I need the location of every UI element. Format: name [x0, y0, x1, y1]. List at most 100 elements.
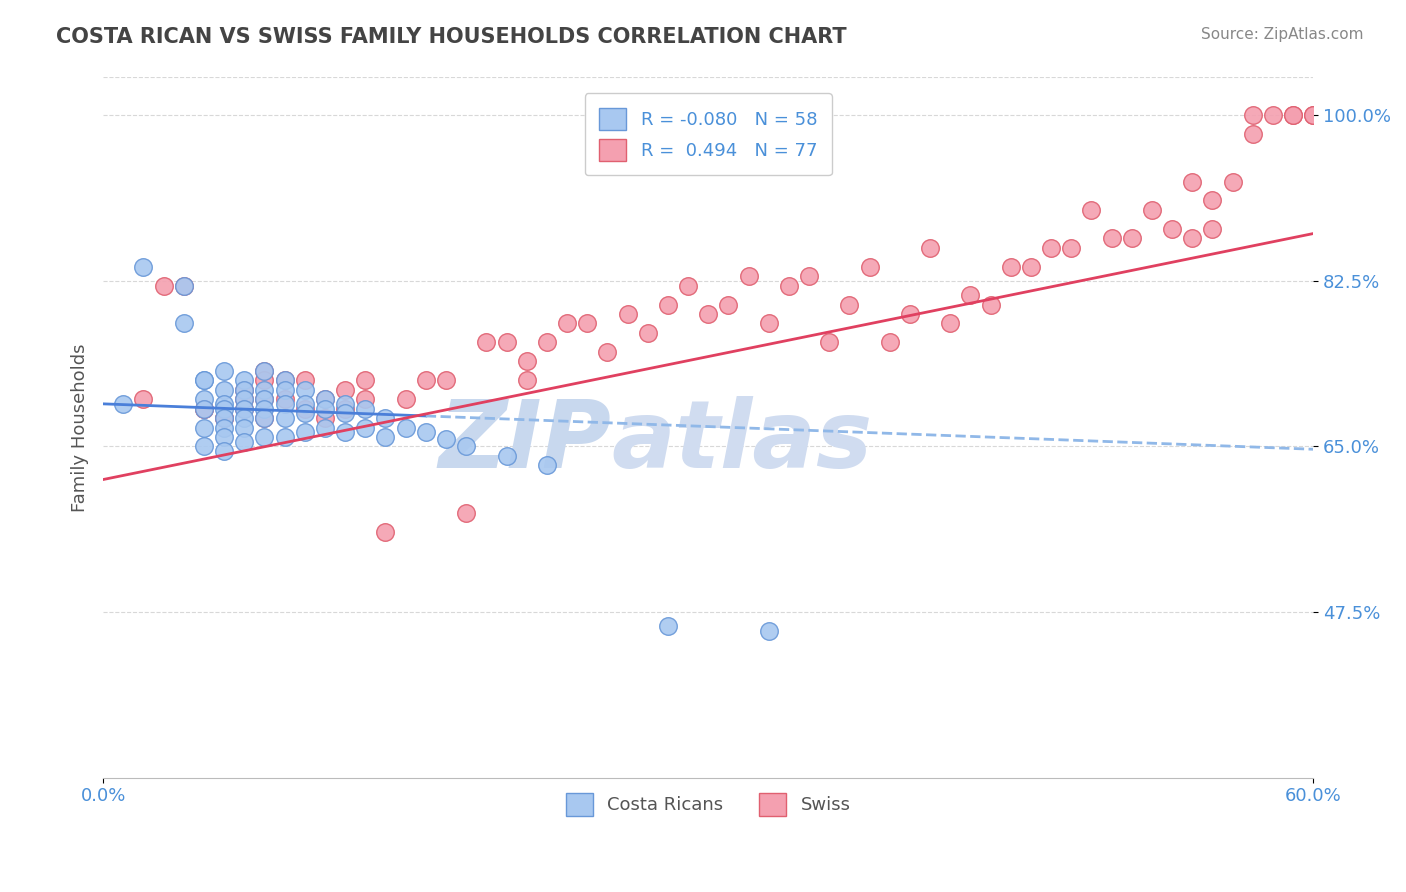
- Point: [676, 278, 699, 293]
- Text: COSTA RICAN VS SWISS FAMILY HOUSEHOLDS CORRELATION CHART: COSTA RICAN VS SWISS FAMILY HOUSEHOLDS C…: [56, 27, 846, 46]
- Point: [173, 278, 195, 293]
- Point: [1282, 108, 1305, 122]
- Point: [1241, 108, 1264, 122]
- Point: [294, 383, 316, 397]
- Point: [294, 397, 316, 411]
- Point: [354, 401, 377, 416]
- Point: [616, 307, 638, 321]
- Point: [1282, 108, 1305, 122]
- Point: [233, 392, 256, 406]
- Point: [273, 373, 295, 387]
- Point: [193, 373, 215, 387]
- Point: [1121, 231, 1143, 245]
- Point: [576, 317, 599, 331]
- Point: [657, 297, 679, 311]
- Point: [395, 392, 418, 406]
- Point: [233, 411, 256, 425]
- Point: [212, 430, 235, 444]
- Point: [173, 317, 195, 331]
- Point: [434, 373, 457, 387]
- Point: [233, 392, 256, 406]
- Point: [193, 401, 215, 416]
- Point: [333, 397, 356, 411]
- Point: [314, 392, 336, 406]
- Point: [475, 335, 498, 350]
- Point: [233, 401, 256, 416]
- Point: [495, 449, 517, 463]
- Point: [495, 335, 517, 350]
- Point: [253, 392, 276, 406]
- Point: [173, 278, 195, 293]
- Point: [314, 401, 336, 416]
- Point: [516, 373, 538, 387]
- Point: [314, 392, 336, 406]
- Point: [314, 411, 336, 425]
- Point: [273, 392, 295, 406]
- Point: [456, 506, 478, 520]
- Point: [1181, 231, 1204, 245]
- Point: [374, 430, 396, 444]
- Point: [858, 260, 880, 274]
- Point: [273, 373, 295, 387]
- Point: [253, 411, 276, 425]
- Point: [253, 383, 276, 397]
- Point: [212, 397, 235, 411]
- Point: [193, 401, 215, 416]
- Point: [1060, 241, 1083, 255]
- Point: [1222, 174, 1244, 188]
- Point: [253, 364, 276, 378]
- Point: [758, 317, 780, 331]
- Point: [797, 269, 820, 284]
- Y-axis label: Family Households: Family Households: [72, 343, 89, 512]
- Point: [233, 383, 256, 397]
- Point: [294, 401, 316, 416]
- Point: [415, 373, 437, 387]
- Point: [354, 392, 377, 406]
- Text: Source: ZipAtlas.com: Source: ZipAtlas.com: [1201, 27, 1364, 42]
- Point: [778, 278, 800, 293]
- Point: [1181, 174, 1204, 188]
- Point: [657, 619, 679, 633]
- Point: [294, 425, 316, 440]
- Point: [555, 317, 578, 331]
- Point: [1302, 108, 1324, 122]
- Point: [918, 241, 941, 255]
- Point: [233, 420, 256, 434]
- Point: [233, 383, 256, 397]
- Text: ZIP: ZIP: [439, 395, 612, 488]
- Point: [1201, 222, 1223, 236]
- Point: [273, 430, 295, 444]
- Point: [536, 335, 558, 350]
- Point: [758, 624, 780, 638]
- Point: [212, 444, 235, 458]
- Point: [516, 354, 538, 368]
- Point: [253, 411, 276, 425]
- Point: [132, 260, 155, 274]
- Point: [233, 434, 256, 449]
- Point: [1302, 108, 1324, 122]
- Point: [434, 432, 457, 446]
- Point: [354, 420, 377, 434]
- Point: [333, 401, 356, 416]
- Point: [253, 364, 276, 378]
- Point: [1261, 108, 1284, 122]
- Point: [212, 364, 235, 378]
- Point: [233, 373, 256, 387]
- Point: [193, 401, 215, 416]
- Point: [212, 411, 235, 425]
- Point: [596, 344, 619, 359]
- Point: [1080, 202, 1102, 217]
- Point: [273, 411, 295, 425]
- Point: [333, 383, 356, 397]
- Point: [193, 392, 215, 406]
- Point: [1241, 127, 1264, 141]
- Legend: Costa Ricans, Swiss: Costa Ricans, Swiss: [557, 784, 860, 824]
- Point: [294, 373, 316, 387]
- Point: [939, 317, 962, 331]
- Point: [253, 392, 276, 406]
- Point: [212, 383, 235, 397]
- Point: [253, 430, 276, 444]
- Point: [374, 524, 396, 539]
- Point: [253, 373, 276, 387]
- Point: [415, 425, 437, 440]
